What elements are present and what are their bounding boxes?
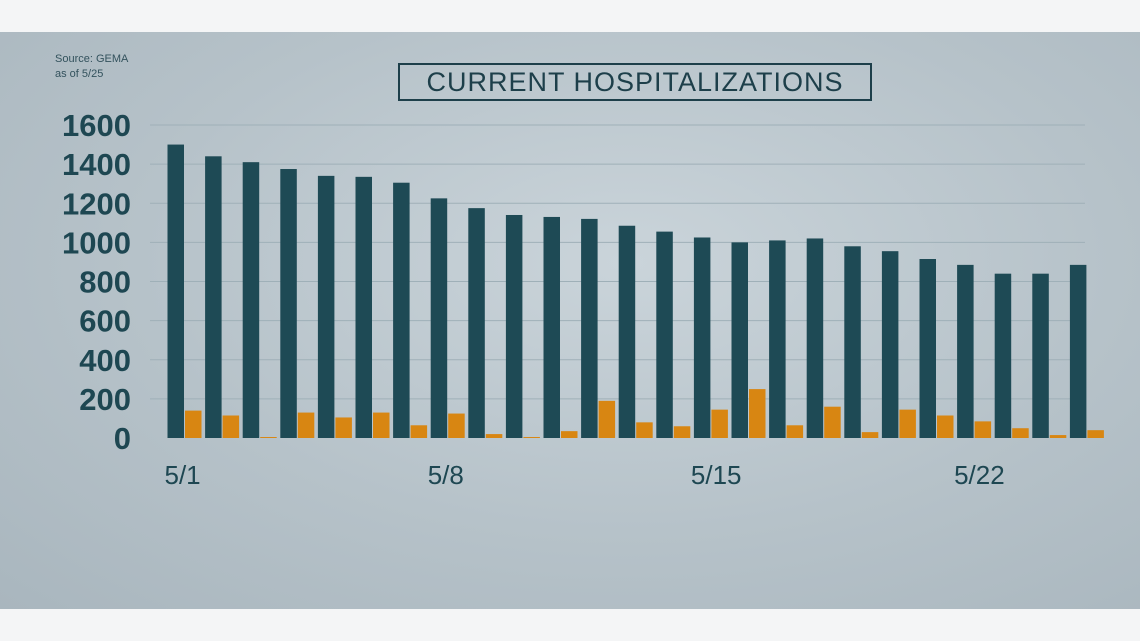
bar-total xyxy=(1069,264,1087,438)
y-tick-label: 0 xyxy=(114,421,131,456)
bar-total xyxy=(205,156,222,439)
bar-total xyxy=(393,182,410,438)
y-tick-label: 600 xyxy=(79,304,131,339)
bar-new xyxy=(1049,435,1067,438)
bar-total xyxy=(543,216,560,438)
bar-new xyxy=(974,421,992,438)
y-tick-label: 1000 xyxy=(62,225,131,260)
bar-new xyxy=(485,434,503,438)
bar-new xyxy=(824,406,841,438)
bar-total xyxy=(806,238,824,438)
as-of-line: as of 5/25 xyxy=(55,68,104,80)
bar-new xyxy=(335,417,352,438)
source-note: Source: GEMA as of 5/25 xyxy=(55,52,128,82)
bar-new xyxy=(222,415,240,438)
bar-total xyxy=(468,208,485,438)
bar-new xyxy=(899,409,916,438)
bar-new xyxy=(410,425,428,438)
bar-total xyxy=(167,144,184,438)
bar-total xyxy=(355,176,372,438)
y-tick-label: 1600 xyxy=(62,108,131,143)
bar-new xyxy=(1012,428,1029,438)
bar-new xyxy=(448,413,465,438)
bar-total xyxy=(618,225,636,438)
bar-total xyxy=(1032,273,1049,438)
bar-total xyxy=(844,246,861,438)
bar-new xyxy=(260,437,277,438)
x-tick-label: 5/8 xyxy=(428,460,464,490)
bar-total xyxy=(919,259,936,438)
bar-new xyxy=(711,409,728,438)
bar-total xyxy=(317,175,335,439)
y-tick-label: 800 xyxy=(79,265,131,300)
bar-total xyxy=(280,169,297,438)
bar-new xyxy=(786,425,804,438)
x-tick-label: 5/22 xyxy=(954,460,1005,490)
bar-total xyxy=(242,162,260,438)
bar-total xyxy=(430,198,448,438)
y-tick-label: 1400 xyxy=(62,147,131,182)
bar-new xyxy=(673,426,691,438)
y-tick-label: 1200 xyxy=(62,186,131,221)
bar-total xyxy=(957,264,974,438)
y-tick-label: 200 xyxy=(79,382,131,417)
bar-new xyxy=(561,431,578,438)
chart-title: CURRENT HOSPITALIZATIONS xyxy=(398,63,872,101)
y-tick-label: 400 xyxy=(79,343,131,378)
bar-new xyxy=(749,389,766,438)
bar-new xyxy=(523,437,540,438)
x-tick-label: 5/15 xyxy=(691,460,742,490)
bar-new xyxy=(636,422,653,438)
bar-new xyxy=(185,410,202,438)
bar-total xyxy=(505,214,523,438)
source-line: Source: GEMA xyxy=(55,53,129,65)
bar-total xyxy=(581,218,598,438)
bar-new xyxy=(373,412,390,438)
x-tick-label: 5/1 xyxy=(165,460,201,490)
bar-total xyxy=(881,251,899,438)
bar-new xyxy=(297,412,315,438)
bar-total xyxy=(656,231,673,438)
bar-total xyxy=(994,273,1012,438)
bar-new xyxy=(598,400,616,438)
bar-total xyxy=(693,237,711,438)
bar-new xyxy=(861,432,879,438)
bar-new xyxy=(937,415,954,438)
bar-new xyxy=(1087,430,1104,438)
bar-total xyxy=(769,240,786,438)
bar-total xyxy=(731,242,748,438)
